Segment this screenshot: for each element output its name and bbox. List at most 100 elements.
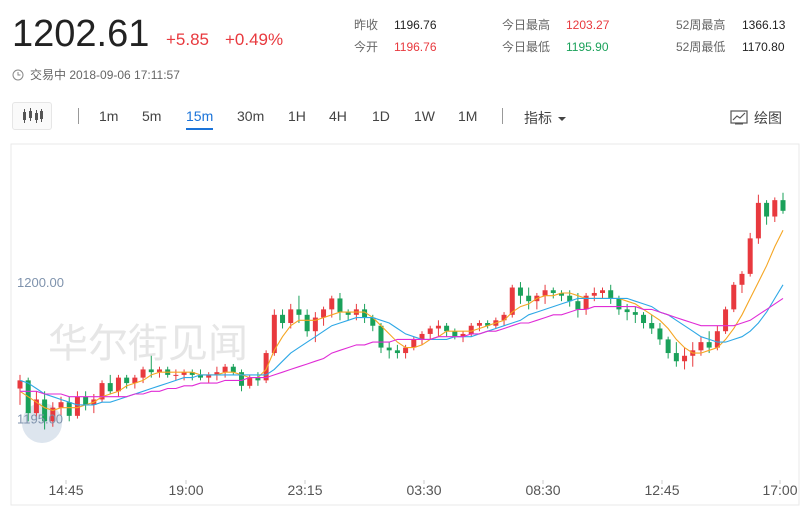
candle-body (632, 312, 638, 315)
candle (542, 284, 548, 304)
candle-body (558, 292, 564, 296)
stats-col-3: 52周最高 1366.13 52周最低 1170.80 (676, 14, 785, 58)
indicator-menu[interactable]: 指标 (524, 108, 566, 128)
price-change-pct: +0.49% (225, 30, 284, 49)
candle-body (74, 396, 80, 416)
candle-body (280, 314, 286, 324)
drawing-tool-icon (730, 110, 748, 125)
x-tick-label: 08:30 (525, 482, 560, 498)
candle (107, 374, 113, 395)
draw-label: 绘图 (754, 110, 782, 126)
candle-body (509, 287, 515, 315)
candle-body (567, 295, 573, 302)
candle (288, 303, 294, 329)
timeframe-1m[interactable]: 1m (99, 108, 119, 124)
candle (33, 391, 39, 419)
candle (526, 287, 532, 310)
stats-col-1: 昨收 1196.76 今开 1196.76 (354, 14, 437, 58)
candle (690, 342, 696, 367)
candle (723, 306, 729, 334)
price-change: +5.85 (166, 30, 210, 49)
candle-body (362, 309, 368, 318)
timeframe-1w[interactable]: 1W (414, 108, 435, 124)
candle-body (649, 323, 655, 329)
x-tick-label: 03:30 (406, 482, 441, 498)
candle (173, 369, 179, 381)
timeframe-5m[interactable]: 5m (142, 108, 162, 124)
candle-body (665, 339, 671, 354)
candle (649, 314, 655, 334)
candle-body (731, 284, 737, 310)
ma-long-line (20, 297, 784, 398)
candle (83, 391, 89, 411)
candle-body (403, 347, 409, 354)
wk52-high-value: 1366.13 (742, 18, 786, 32)
candle-body (370, 317, 376, 326)
y-tick-label: 1200.00 (17, 275, 64, 290)
candle-body (83, 396, 89, 405)
candle-body (124, 377, 130, 384)
candle-body (173, 374, 179, 376)
open-value: 1196.76 (394, 40, 437, 54)
stats-col-2: 今日最高 1203.27 今日最低 1195.90 (502, 14, 609, 58)
candle-body (132, 377, 138, 384)
candlestick-icon (23, 108, 43, 123)
timeframe-1h[interactable]: 1H (288, 108, 306, 124)
wk52-low-value: 1170.80 (742, 40, 785, 54)
candle-body (575, 301, 581, 310)
candle (632, 306, 638, 324)
chart-type-button[interactable] (12, 102, 52, 130)
candle-body (50, 407, 56, 422)
candle-body (476, 323, 482, 326)
candle-body (239, 372, 245, 386)
timeframe-1d[interactable]: 1D (372, 108, 390, 124)
price-chart[interactable]: 华尔街见闻 1200.00 1195.00 14:45 19:00 23:15 03:30… (0, 143, 808, 507)
candle (321, 306, 327, 326)
candle-body (723, 309, 729, 332)
candle-body (419, 333, 425, 340)
candle-body (304, 314, 310, 332)
candle (657, 323, 663, 345)
candle (189, 369, 195, 381)
draw-button[interactable]: 绘图 (730, 108, 782, 128)
candle-body (682, 355, 688, 362)
wk52-high-label: 52周最高 (676, 18, 726, 32)
candle-body (214, 372, 220, 375)
toolbar-divider-2 (502, 108, 503, 124)
candle (591, 287, 597, 302)
candle-body (181, 372, 187, 375)
candle (115, 374, 121, 397)
candle-body (641, 314, 647, 324)
candle-body (222, 366, 228, 373)
candle-body (271, 314, 277, 354)
candle (148, 355, 154, 378)
candle (550, 287, 556, 299)
wk52-low-label: 52周最低 (676, 40, 726, 54)
indicator-label: 指标 (524, 110, 552, 126)
timeframe-1mo[interactable]: 1M (458, 108, 478, 124)
candle (271, 309, 277, 356)
candle (501, 312, 507, 326)
candle (485, 320, 491, 329)
candle-body (444, 325, 450, 332)
candle (230, 363, 236, 375)
candle-body (435, 325, 441, 329)
y-tick-label: 1195.00 (17, 412, 63, 427)
day-high-label: 今日最高 (502, 18, 551, 32)
candle (132, 374, 138, 389)
candle-body (698, 342, 704, 351)
candle-body (714, 331, 720, 348)
candle (583, 292, 589, 315)
candle-body (189, 372, 195, 375)
candle-body (33, 399, 39, 414)
candle (419, 331, 425, 345)
candle-body (460, 333, 466, 337)
candle (780, 192, 786, 214)
timeframe-15m[interactable]: 15m (186, 108, 214, 130)
candle (444, 323, 450, 337)
timeframe-4h[interactable]: 4H (329, 108, 347, 124)
candle-body (107, 383, 113, 392)
candle-body (739, 273, 745, 285)
trading-status-text: 交易中 2018-09-06 17:11:57 (30, 68, 180, 82)
timeframe-30m[interactable]: 30m (237, 108, 265, 124)
